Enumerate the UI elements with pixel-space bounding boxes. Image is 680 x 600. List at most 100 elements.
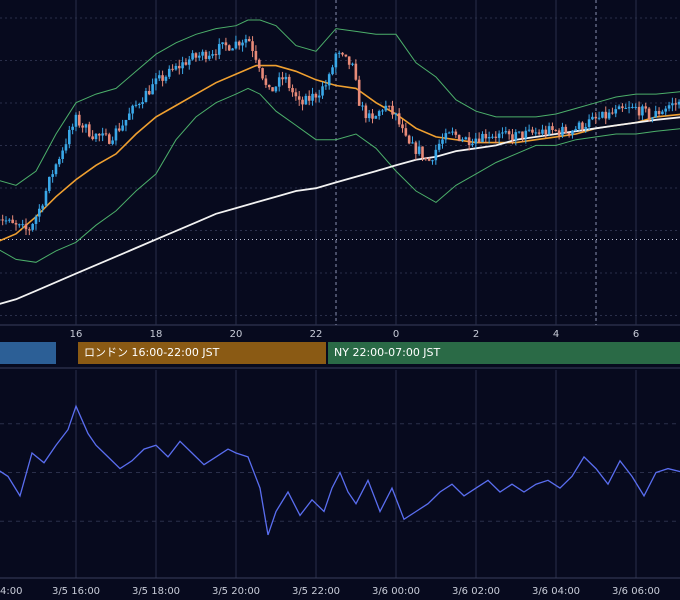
candle-up: [497, 133, 501, 138]
candle-down: [224, 42, 228, 46]
bottom-axis-tick-label: 3/6 06:00: [612, 586, 660, 597]
candle-up: [38, 208, 41, 217]
candle-down: [14, 223, 18, 225]
candle-down: [271, 87, 274, 92]
candle-down: [391, 105, 394, 115]
candle-up: [164, 76, 168, 81]
candle-down: [184, 62, 188, 65]
candle-down: [494, 136, 498, 138]
candle-down: [1, 219, 4, 221]
candle-down: [611, 112, 614, 114]
candle-down: [364, 105, 368, 119]
candle-up: [571, 130, 574, 135]
session-london-band[interactable]: [78, 342, 326, 364]
candle-down: [227, 45, 231, 51]
candle-up: [504, 131, 508, 133]
candle-up: [191, 53, 194, 60]
candle-down: [91, 136, 94, 140]
candle-up: [84, 124, 88, 128]
candle-down: [251, 41, 254, 52]
candle-up: [677, 101, 680, 105]
candle-down: [177, 65, 181, 69]
candle-down: [344, 54, 348, 57]
candle-up: [617, 106, 621, 110]
candle-up: [68, 129, 71, 145]
candle-up: [514, 132, 518, 141]
candle-up: [351, 63, 354, 65]
candle-up: [144, 91, 148, 103]
bottom-axis-tick-label: 3/5 18:00: [132, 586, 180, 597]
candle-up: [627, 107, 631, 109]
candle-up: [41, 205, 44, 209]
session-label-ny: NY 22:00-07:00 JST: [334, 346, 441, 359]
candle-up: [127, 113, 131, 120]
candle-up: [231, 48, 234, 51]
bottom-axis-tick-label: 3/5 20:00: [212, 586, 260, 597]
candle-up: [284, 76, 288, 80]
candle-up: [547, 126, 551, 135]
candle-down: [424, 158, 428, 160]
candle-down: [247, 38, 251, 42]
bottom-axis-tick-label: 3/5 22:00: [292, 586, 340, 597]
main-pane-background: [0, 0, 680, 325]
candle-up: [277, 77, 281, 87]
candles: [0, 34, 680, 236]
candle-up: [471, 143, 474, 146]
candle-down: [257, 59, 261, 69]
candle-up: [577, 122, 581, 129]
candle-up: [517, 131, 521, 133]
candle-down: [604, 111, 608, 119]
candle-down: [78, 114, 81, 126]
session-ny-band[interactable]: [328, 342, 680, 364]
candle-up: [187, 59, 191, 65]
candle-up: [0, 219, 1, 221]
candle-up: [217, 44, 221, 55]
candle-down: [341, 52, 344, 55]
candle-down: [554, 130, 558, 132]
candle-down: [28, 229, 31, 231]
candle-up: [71, 126, 74, 130]
candle-up: [211, 54, 214, 56]
candle-up: [157, 75, 161, 79]
candle-up: [481, 133, 484, 143]
candle-up: [584, 126, 588, 130]
candle-up: [377, 111, 381, 117]
candle-up: [74, 114, 78, 127]
candle-up: [614, 109, 618, 114]
candle-down: [24, 224, 28, 230]
candle-up: [417, 146, 421, 154]
candle-down: [254, 51, 258, 60]
top-axis-tick-label: 16: [70, 329, 83, 340]
candle-down: [544, 129, 548, 135]
candle-up: [597, 117, 601, 119]
candle-up: [671, 103, 674, 106]
top-axis-tick-label: 4: [553, 329, 559, 340]
candle-down: [404, 128, 408, 136]
candle-up: [461, 139, 464, 141]
candle-up: [337, 52, 341, 54]
candle-up: [34, 216, 38, 224]
candle-up: [324, 85, 328, 87]
candle-down: [354, 63, 358, 80]
bollinger-lower-line: [0, 87, 680, 263]
candle-up: [464, 137, 468, 140]
candle-up: [441, 139, 444, 144]
top-axis-tick-label: 6: [633, 329, 639, 340]
candle-up: [331, 67, 334, 75]
candle-up: [527, 129, 531, 131]
session-tokyo-band[interactable]: [0, 342, 56, 364]
candle-up: [141, 102, 144, 104]
candle-up: [501, 132, 504, 134]
candle-down: [347, 56, 351, 65]
candle-down: [267, 84, 271, 88]
candle-up: [411, 142, 414, 144]
candle-down: [457, 134, 461, 141]
candle-up: [541, 129, 544, 134]
top-axis-ticks: 16 18 20 22 0 2 4 6: [70, 329, 640, 340]
candle-up: [641, 106, 644, 116]
candle-up: [274, 86, 278, 92]
candle-down: [594, 116, 598, 119]
candle-down: [117, 128, 121, 131]
oscillator-line: [0, 404, 680, 536]
